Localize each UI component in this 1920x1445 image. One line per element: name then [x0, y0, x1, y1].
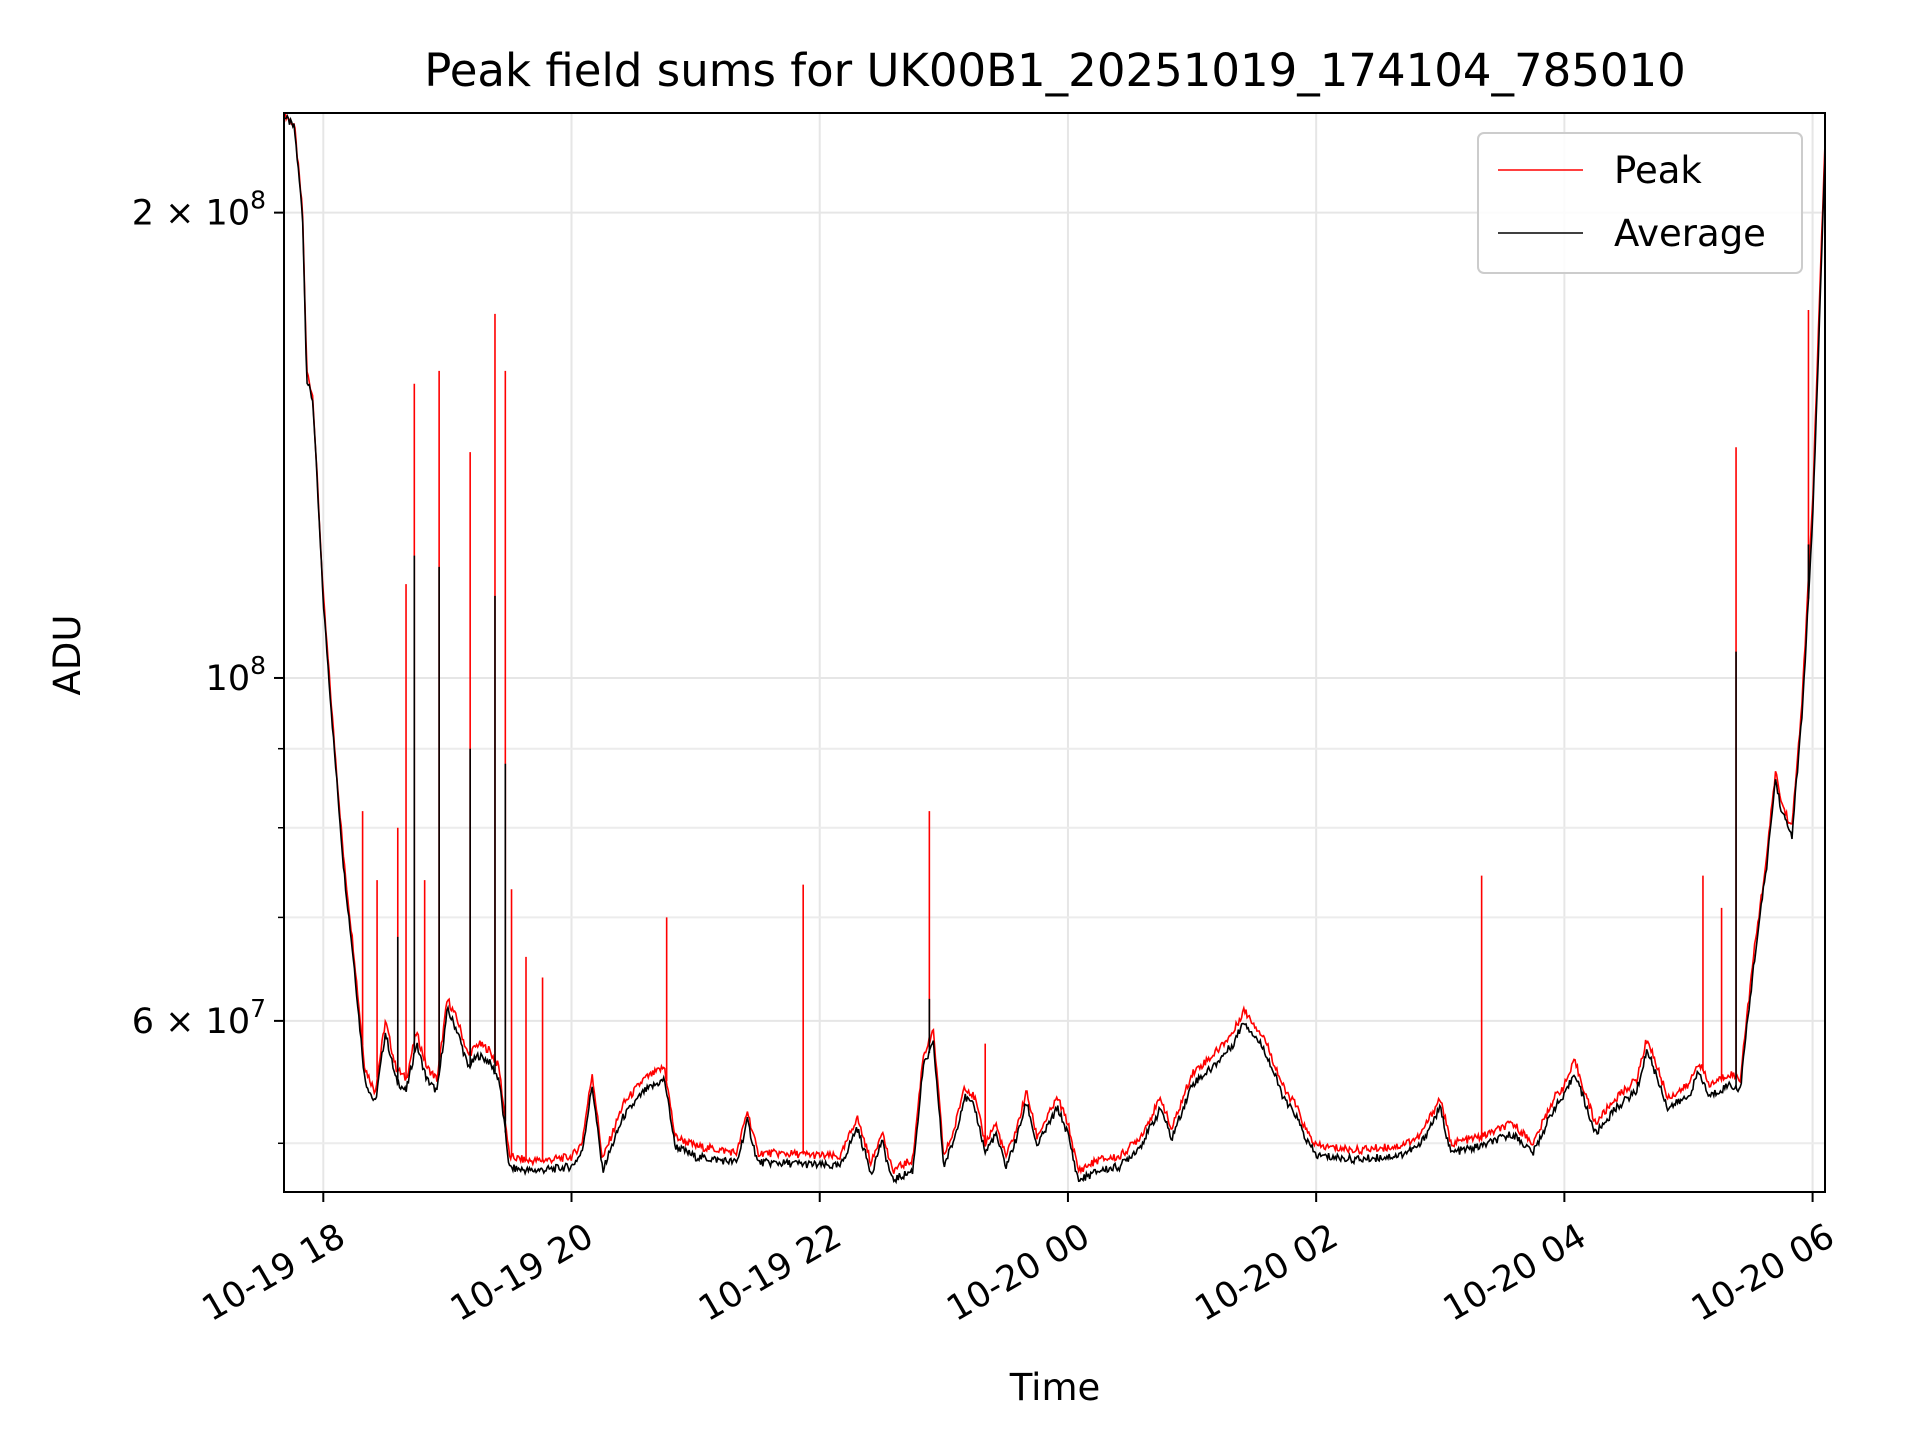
chart-title: Peak field sums for UK00B1_20251019_1741…	[424, 44, 1686, 97]
y-tick-label-exponent: 8	[250, 651, 266, 680]
series-line-average	[284, 114, 1825, 1185]
y-tick-label-base: 6 × 10	[132, 1002, 250, 1042]
y-tick-label-exponent: 8	[250, 186, 266, 215]
plot-series	[284, 113, 1825, 1185]
series-average	[284, 114, 1825, 1185]
legend-box	[1477, 132, 1803, 274]
x-axis-label: Time	[1009, 1366, 1101, 1409]
y-tick-label-base: 2 × 10	[132, 194, 250, 234]
plot-frame	[283, 112, 1826, 1193]
y-axis-label: ADU	[46, 615, 89, 696]
series-line-peak	[284, 113, 1825, 1175]
y-tick-label-base: 10	[206, 659, 251, 699]
y-tick-label: 108	[206, 651, 266, 699]
y-tick-label: 2 × 108	[132, 186, 266, 234]
y-tick-label-exponent: 7	[250, 994, 266, 1023]
legend: Peak Average	[1477, 132, 1803, 274]
legend-label-average: Average	[1614, 212, 1766, 255]
legend-label-peak: Peak	[1614, 149, 1702, 192]
y-tick-label: 6 × 107	[132, 994, 266, 1042]
